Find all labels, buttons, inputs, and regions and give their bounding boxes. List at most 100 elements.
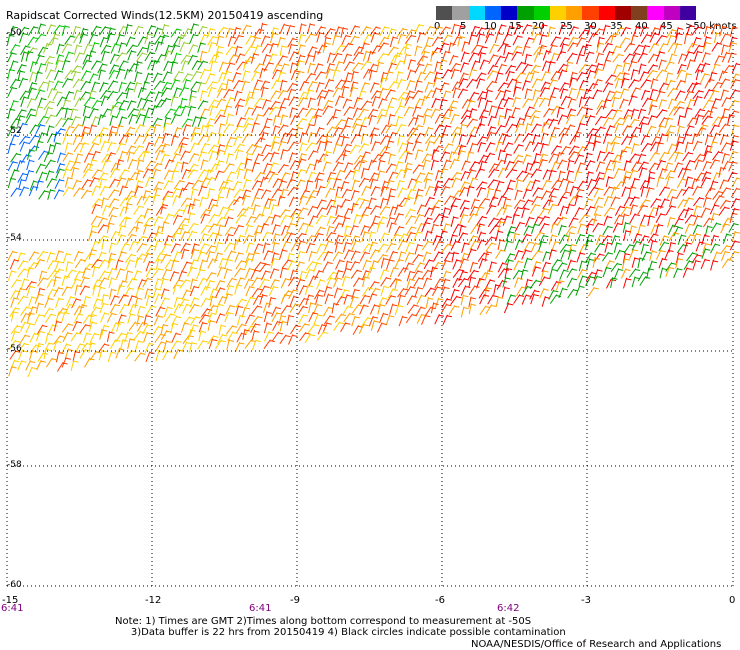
wind-barb-flag [330,277,336,280]
wind-barb-flag [166,269,172,272]
wind-barb-flag [14,169,20,172]
wind-barb-flag [212,81,218,84]
wind-barb-flag [82,304,88,307]
wind-barb [353,45,361,56]
wind-barb [297,96,305,107]
wind-barb-flag [237,46,243,49]
wind-barb-flag [95,151,101,154]
wind-barb-flag [176,195,182,198]
wind-barb-flag [505,135,511,137]
wind-barb-flag [581,37,587,40]
wind-barb [342,267,347,279]
wind-barb [308,189,315,200]
wind-barb-flag [428,172,434,175]
wind-barb-flag [244,307,250,310]
wind-barb-flag [121,234,127,237]
wind-barb-flag [330,53,336,56]
wind-barb-flag [515,107,521,110]
wind-barb-flag [48,152,54,155]
wind-barb-flag [51,178,57,181]
wind-barb-flag [706,151,713,153]
wind-barb [200,224,208,235]
wind-barb [277,163,285,174]
wind-barb [97,217,104,228]
wind-barb-flag [111,278,117,280]
wind-barb-flag [409,242,415,245]
wind-barb-flag [131,195,137,198]
wind-barb-flag [240,277,246,280]
wind-barb [180,161,185,173]
wind-barb [404,95,411,107]
wind-barb-flag [626,160,632,163]
wind-barb-flag [76,285,83,288]
wind-barb-flag [654,152,661,155]
wind-barb-flag [660,160,667,163]
wind-barb [361,286,369,297]
wind-barb [630,108,635,120]
wind-barb [434,61,438,73]
wind-barb-flag [190,106,197,109]
wind-barb-flag [299,251,306,254]
wind-barb-flag [227,145,233,148]
wind-barb [142,115,146,127]
wind-barb [205,72,212,84]
wind-barb-flag [274,279,280,282]
wind-barb [316,199,323,210]
wind-barb [675,252,680,264]
wind-barb-flag [23,96,29,99]
wind-barb-flag [167,307,173,309]
wind-barb [161,194,167,206]
wind-barb [262,54,268,65]
wind-barb-flag [556,71,562,74]
wind-barb-flag [481,27,487,30]
wind-barb [73,313,80,324]
wind-barb [631,276,636,288]
wind-barb-flag [220,225,226,228]
wind-barb-flag [228,208,235,211]
wind-barb-flag [679,136,685,139]
wind-barb-flag [583,115,589,118]
wind-barb-flag [401,79,407,82]
wind-barb [160,203,164,215]
wind-barb-flag [725,200,731,203]
wind-barb-flag [578,154,585,157]
wind-barb-flag [24,278,30,281]
wind-barb [55,311,60,323]
wind-barb-flag [265,36,271,38]
wind-barb-flag [636,162,642,164]
wind-barb-flag [698,70,704,72]
wind-barb [620,206,628,216]
wind-barb [124,216,128,228]
wind-barb [550,52,555,64]
wind-barb [649,206,655,218]
wind-barb [434,180,439,191]
wind-barb-flag [319,290,325,292]
wind-barb [433,251,440,262]
wind-barb-flag [580,162,586,165]
wind-barb [160,87,168,98]
legend-label: 20 [532,21,545,32]
wind-barb [260,131,265,143]
wind-barb-flag [277,178,283,181]
wind-barb-flag [141,87,147,90]
wind-barb [101,50,106,62]
wind-barb-flag [634,143,640,146]
wind-barb [299,189,307,200]
wind-barb [567,249,572,260]
wind-barb [439,230,444,242]
wind-barb [476,215,484,226]
wind-barb [25,113,32,124]
wind-barb [404,34,413,44]
wind-barb-flag [624,72,630,75]
wind-barb [568,243,573,255]
wind-barb [10,289,17,300]
wind-barb-flag [370,51,376,54]
wind-barb-flag [158,41,164,44]
wind-barb-flag [699,197,705,200]
wind-barb-flag [60,153,66,155]
wind-barb [718,166,722,178]
wind-barb [217,266,222,277]
wind-barb [381,180,386,192]
wind-barb-flag [354,261,361,264]
wind-barb [108,277,113,289]
